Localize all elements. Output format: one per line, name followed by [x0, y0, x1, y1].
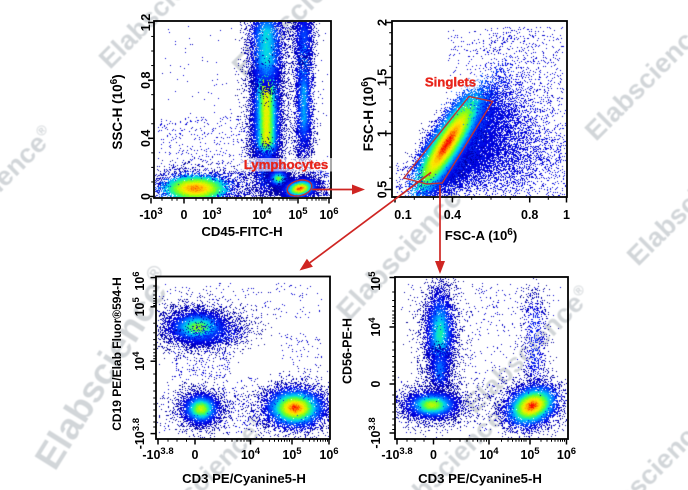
svg-text:104: 104: [241, 446, 261, 462]
svg-text:CD56-PE-H: CD56-PE-H: [341, 318, 355, 384]
svg-text:104: 104: [479, 446, 499, 462]
svg-text:0.1: 0.1: [394, 208, 411, 222]
svg-text:CD45-FITC-H: CD45-FITC-H: [201, 224, 282, 239]
svg-text:105: 105: [520, 446, 540, 462]
svg-text:-103.8: -103.8: [367, 417, 383, 448]
svg-text:FSC-A (106): FSC-A (106): [445, 227, 518, 243]
svg-text:CD19 PE/Elab Fluor®594-H: CD19 PE/Elab Fluor®594-H: [110, 277, 124, 431]
svg-text:0: 0: [139, 193, 153, 200]
svg-text:0.8: 0.8: [139, 71, 153, 88]
svg-text:0.4: 0.4: [139, 130, 153, 147]
svg-text:1.2: 1.2: [139, 14, 153, 31]
svg-text:1.5: 1.5: [376, 69, 390, 86]
svg-text:-103: -103: [139, 206, 162, 222]
svg-text:104: 104: [131, 351, 147, 371]
svg-text:2: 2: [376, 19, 390, 26]
svg-text:0.4: 0.4: [444, 208, 461, 222]
svg-text:Lymphocytes: Lymphocytes: [244, 157, 329, 172]
svg-text:-103.8: -103.8: [131, 418, 147, 449]
svg-text:106: 106: [131, 271, 147, 290]
svg-text:0: 0: [430, 448, 437, 462]
svg-text:0.8: 0.8: [521, 208, 538, 222]
svg-text:-103.8: -103.8: [381, 446, 412, 462]
svg-text:104: 104: [252, 206, 272, 222]
svg-text:Singlets: Singlets: [425, 75, 476, 90]
svg-text:105: 105: [282, 446, 302, 462]
svg-text:104: 104: [367, 317, 383, 337]
svg-text:105: 105: [367, 271, 383, 291]
svg-text:CD3 PE/Cyanine5-H: CD3 PE/Cyanine5-H: [418, 471, 542, 486]
svg-text:-103.8: -103.8: [142, 446, 173, 462]
svg-text:0.5: 0.5: [376, 181, 390, 198]
svg-text:103: 103: [202, 206, 221, 222]
svg-text:106: 106: [319, 446, 338, 462]
svg-text:CD3 PE/Cyanine5-H: CD3 PE/Cyanine5-H: [182, 471, 306, 486]
svg-text:106: 106: [319, 206, 338, 222]
svg-text:106: 106: [557, 446, 576, 462]
svg-text:105: 105: [131, 296, 147, 316]
svg-text:0: 0: [369, 380, 383, 387]
svg-text:0: 0: [181, 208, 188, 222]
svg-text:0: 0: [192, 448, 199, 462]
svg-text:105: 105: [288, 206, 308, 222]
svg-text:SSC-H (106): SSC-H (106): [109, 74, 125, 149]
svg-text:FSC-H (106): FSC-H (106): [360, 77, 376, 152]
svg-text:1: 1: [376, 130, 390, 137]
svg-text:1: 1: [563, 208, 570, 222]
